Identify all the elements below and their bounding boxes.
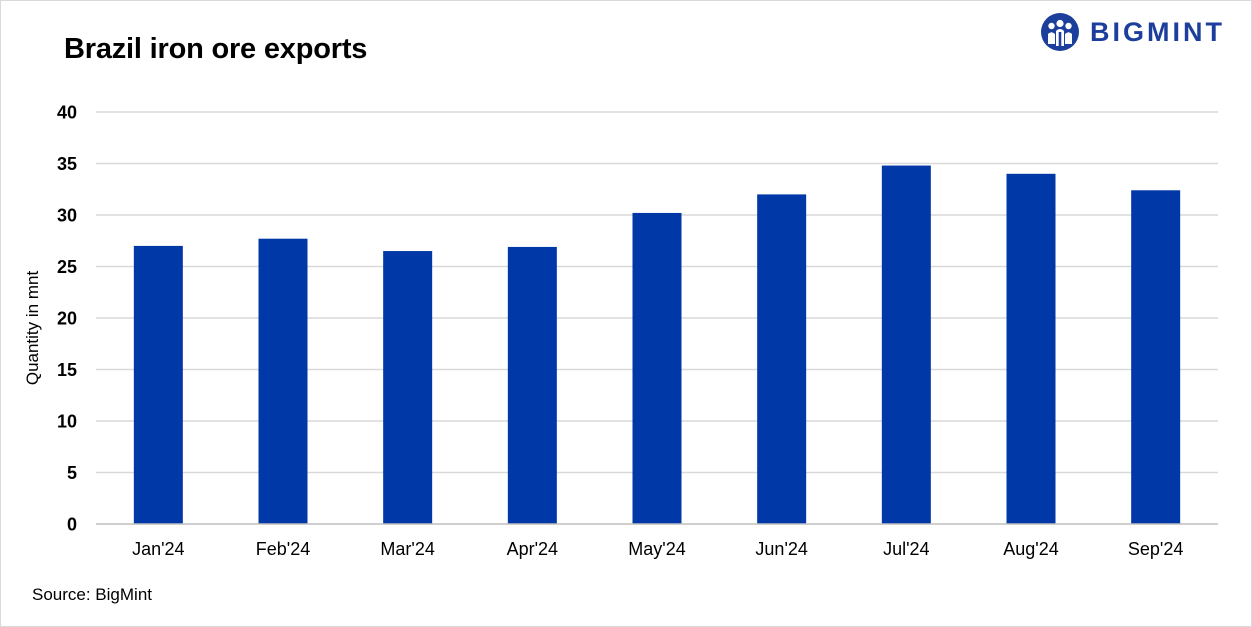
bar-apr-24 bbox=[507, 246, 557, 524]
x-tick-label: Sep'24 bbox=[1128, 539, 1184, 559]
bar-jul-24 bbox=[881, 165, 931, 524]
tick-labels: 0 5 10 15 20 25 30 35 40 Jan'24 Feb'24 Mar'24 Apr'24… bbox=[57, 103, 1183, 560]
y-tick-label: 40 bbox=[57, 103, 77, 123]
x-tick-label: Jan'24 bbox=[132, 539, 184, 559]
y-tick-label: 30 bbox=[57, 206, 77, 226]
x-tick-label: Aug'24 bbox=[1003, 539, 1059, 559]
x-tick-label: Mar'24 bbox=[380, 539, 434, 559]
bar-mar-24 bbox=[383, 251, 433, 525]
bar-jun-24 bbox=[757, 194, 807, 524]
x-tick-label: Apr'24 bbox=[507, 539, 558, 559]
y-axis-title: Quantity in mnt bbox=[23, 271, 42, 386]
x-tick-label: Jul'24 bbox=[883, 539, 929, 559]
x-tick-label: May'24 bbox=[628, 539, 685, 559]
bar-may-24 bbox=[632, 212, 682, 524]
source-note: Source: BigMint bbox=[32, 585, 152, 604]
x-tick-label: Feb'24 bbox=[256, 539, 310, 559]
y-tick-label: 10 bbox=[57, 412, 77, 432]
bars bbox=[133, 165, 1181, 525]
bar-aug-24 bbox=[1006, 173, 1056, 525]
y-tick-label: 15 bbox=[57, 360, 77, 380]
y-tick-label: 5 bbox=[67, 463, 77, 483]
bar-feb-24 bbox=[258, 238, 308, 524]
bar-jan-24 bbox=[133, 245, 183, 524]
y-tick-label: 20 bbox=[57, 309, 77, 329]
y-tick-label: 35 bbox=[57, 154, 77, 174]
x-tick-label: Jun'24 bbox=[755, 539, 807, 559]
brand-logo: BIGMINT bbox=[1039, 12, 1243, 52]
bar-sep-24 bbox=[1131, 190, 1181, 524]
chart-title: Brazil iron ore exports bbox=[64, 33, 368, 65]
people-group-icon bbox=[1041, 13, 1079, 51]
brand-name: BIGMINT bbox=[1090, 17, 1225, 47]
y-tick-label: 0 bbox=[67, 515, 77, 535]
y-tick-label: 25 bbox=[57, 257, 77, 277]
